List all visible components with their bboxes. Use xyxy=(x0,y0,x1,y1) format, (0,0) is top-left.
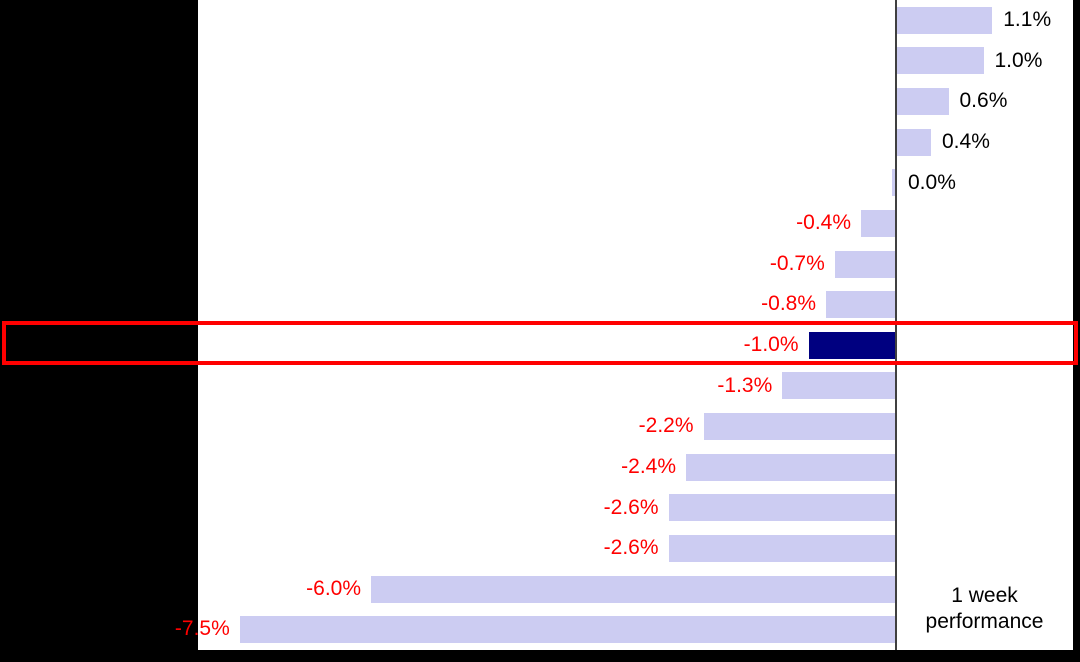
performance-bar xyxy=(896,47,984,75)
bar-value-label: -2.6% xyxy=(603,536,659,560)
bar-value-label: -2.2% xyxy=(638,414,694,438)
bar-value-label: -0.4% xyxy=(796,211,851,235)
bar-row: -1.0% xyxy=(198,325,1073,366)
performance-bar xyxy=(896,128,931,156)
bar-value-label: 1.0% xyxy=(994,48,1043,72)
bar-value-label: -2.6% xyxy=(603,495,659,519)
bar-row: -6.0% xyxy=(198,569,1073,610)
bar-value-label: -0.7% xyxy=(769,251,825,275)
performance-bar xyxy=(892,169,897,197)
bar-row: -0.4% xyxy=(198,203,1073,244)
performance-bar xyxy=(686,453,896,481)
bar-row: 0.0% xyxy=(198,163,1073,204)
bar-row: -1.3% xyxy=(198,366,1073,407)
annotation-line-1: 1 week xyxy=(951,584,1018,607)
performance-bar xyxy=(668,534,896,562)
performance-bar xyxy=(668,494,896,522)
performance-bar xyxy=(826,291,896,319)
bar-row: -2.4% xyxy=(198,447,1073,488)
bar-row: -2.6% xyxy=(198,488,1073,529)
performance-bar xyxy=(896,6,993,34)
bar-value-label: -1.0% xyxy=(743,333,799,356)
bar-row: 1.1% xyxy=(198,0,1073,41)
bar-row: 0.4% xyxy=(198,122,1073,163)
bar-value-label: 0.0% xyxy=(908,170,956,194)
bar-value-label: -1.3% xyxy=(717,373,773,397)
performance-bar xyxy=(371,575,896,603)
bar-row: -0.8% xyxy=(198,284,1073,325)
performance-bar xyxy=(834,250,896,278)
highlighted-performance-bar xyxy=(808,331,896,359)
bar-row: -2.6% xyxy=(198,528,1073,569)
bar-value-label: -7.5% xyxy=(174,617,230,641)
plot-area: 1.1% 1.0% 0.6% 0.4% 0.0% -0.4% -0.7% -0.8% -1.0%… xyxy=(175,0,1073,650)
bar-row: 0.6% xyxy=(198,81,1073,122)
performance-bar xyxy=(861,209,896,237)
highlight-box xyxy=(2,321,1078,365)
bar-value-label: -0.8% xyxy=(761,292,816,316)
redacted-category-labels-panel xyxy=(0,0,198,662)
performance-bar xyxy=(239,616,896,644)
zero-axis-line xyxy=(895,0,897,650)
bar-row: -7.5% xyxy=(175,609,1073,650)
bar-row: -2.2% xyxy=(198,406,1073,447)
bar-value-label: 0.6% xyxy=(959,89,1008,113)
bar-row: -0.7% xyxy=(198,244,1073,285)
performance-bar xyxy=(703,413,896,441)
annotation-1-week-performance: 1 week performance xyxy=(896,583,1073,635)
bar-value-label: -6.0% xyxy=(306,576,361,600)
bar-row: 1.0% xyxy=(198,41,1073,82)
performance-bar xyxy=(782,372,896,400)
bar-value-label: 1.1% xyxy=(1003,8,1052,31)
annotation-line-2: performance xyxy=(925,610,1044,633)
bar-value-label: 0.4% xyxy=(942,129,990,153)
performance-bar xyxy=(896,88,949,116)
bar-value-label: -2.4% xyxy=(621,454,676,478)
